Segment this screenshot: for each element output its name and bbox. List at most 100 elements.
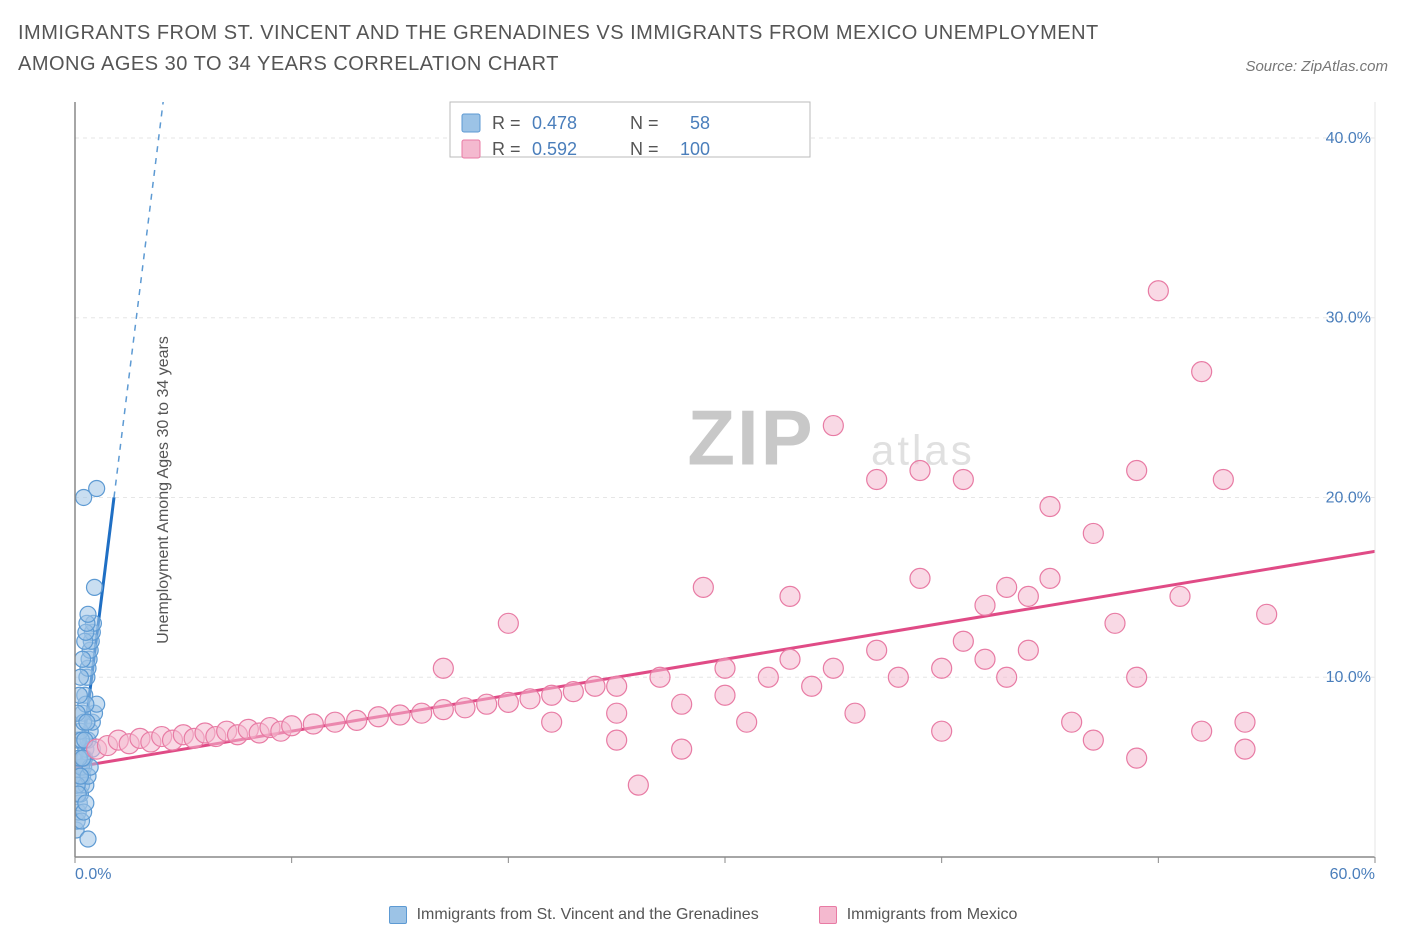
y-tick-label: 30.0% (1326, 310, 1371, 327)
y-tick-label: 20.0% (1326, 489, 1371, 506)
data-point (1213, 470, 1233, 490)
stat-r-label: R = (492, 113, 521, 133)
watermark: ZIP (687, 393, 814, 481)
data-point (823, 658, 843, 678)
stat-n-label: N = (630, 139, 659, 159)
data-point (433, 658, 453, 678)
data-point (910, 461, 930, 481)
chart-svg: ZIPatlas10.0%20.0%30.0%40.0%0.0%60.0%R =… (20, 95, 1385, 885)
data-point (672, 694, 692, 714)
data-point (1018, 586, 1038, 606)
data-point (325, 712, 345, 732)
plot-area: Unemployment Among Ages 30 to 34 years Z… (20, 95, 1386, 885)
data-point (1192, 362, 1212, 382)
data-point (975, 649, 995, 669)
data-point (1148, 281, 1168, 301)
data-point (845, 703, 865, 723)
legend-swatch (462, 140, 480, 158)
data-point (823, 416, 843, 436)
stat-r-value: 0.478 (532, 113, 577, 133)
data-point (347, 710, 367, 730)
data-point (1235, 739, 1255, 759)
chart-title: IMMIGRANTS FROM ST. VINCENT AND THE GREN… (18, 18, 1138, 80)
data-point (87, 579, 103, 595)
data-point (498, 613, 518, 633)
data-point (715, 685, 735, 705)
data-point (953, 631, 973, 651)
stat-r-value: 0.592 (532, 139, 577, 159)
data-point (1083, 523, 1103, 543)
x-tick-label: 0.0% (75, 866, 111, 883)
data-point (412, 703, 432, 723)
data-point (368, 707, 388, 727)
legend-swatch (819, 906, 837, 924)
data-point (672, 739, 692, 759)
data-point (867, 640, 887, 660)
title-row: IMMIGRANTS FROM ST. VINCENT AND THE GREN… (18, 18, 1388, 80)
data-point (80, 606, 96, 622)
data-point (737, 712, 757, 732)
data-point (693, 577, 713, 597)
data-point (953, 470, 973, 490)
stat-n-label: N = (630, 113, 659, 133)
data-point (1018, 640, 1038, 660)
legend-item: Immigrants from St. Vincent and the Gren… (389, 906, 759, 924)
data-point (1235, 712, 1255, 732)
data-point (1127, 748, 1147, 768)
data-point (455, 698, 475, 718)
data-point (867, 470, 887, 490)
data-point (1062, 712, 1082, 732)
data-point (932, 721, 952, 741)
data-point (1105, 613, 1125, 633)
data-point (390, 705, 410, 725)
data-point (79, 714, 95, 730)
data-point (628, 775, 648, 795)
bottom-legend: Immigrants from St. Vincent and the Gren… (0, 906, 1406, 924)
source-label: Source: ZipAtlas.com (1245, 18, 1388, 75)
legend-label: Immigrants from Mexico (847, 906, 1018, 924)
data-point (1127, 667, 1147, 687)
legend-swatch (462, 114, 480, 132)
data-point (975, 595, 995, 615)
data-point (71, 687, 87, 703)
y-tick-label: 40.0% (1326, 130, 1371, 147)
data-point (433, 700, 453, 720)
stat-n-value: 100 (680, 139, 710, 159)
legend-item: Immigrants from Mexico (819, 906, 1018, 924)
y-tick-label: 10.0% (1326, 669, 1371, 686)
y-axis-label: Unemployment Among Ages 30 to 34 years (155, 336, 173, 644)
data-point (520, 689, 540, 709)
x-tick-label: 60.0% (1330, 866, 1375, 883)
data-point (89, 480, 105, 496)
data-point (715, 658, 735, 678)
data-point (997, 577, 1017, 597)
data-point (780, 586, 800, 606)
data-point (498, 692, 518, 712)
data-point (303, 714, 323, 734)
data-point (1192, 721, 1212, 741)
data-point (607, 676, 627, 696)
data-point (802, 676, 822, 696)
data-point (910, 568, 930, 588)
data-point (1083, 730, 1103, 750)
data-point (1040, 496, 1060, 516)
data-point (80, 831, 96, 847)
data-point (282, 716, 302, 736)
data-point (607, 703, 627, 723)
data-point (607, 730, 627, 750)
data-point (75, 651, 91, 667)
stat-r-label: R = (492, 139, 521, 159)
data-point (650, 667, 670, 687)
stat-n-value: 58 (690, 113, 710, 133)
data-point (1170, 586, 1190, 606)
data-point (542, 712, 562, 732)
data-point (888, 667, 908, 687)
data-point (932, 658, 952, 678)
data-point (585, 676, 605, 696)
data-point (1040, 568, 1060, 588)
data-point (1257, 604, 1277, 624)
data-point (563, 682, 583, 702)
data-point (997, 667, 1017, 687)
data-point (758, 667, 778, 687)
data-point (477, 694, 497, 714)
